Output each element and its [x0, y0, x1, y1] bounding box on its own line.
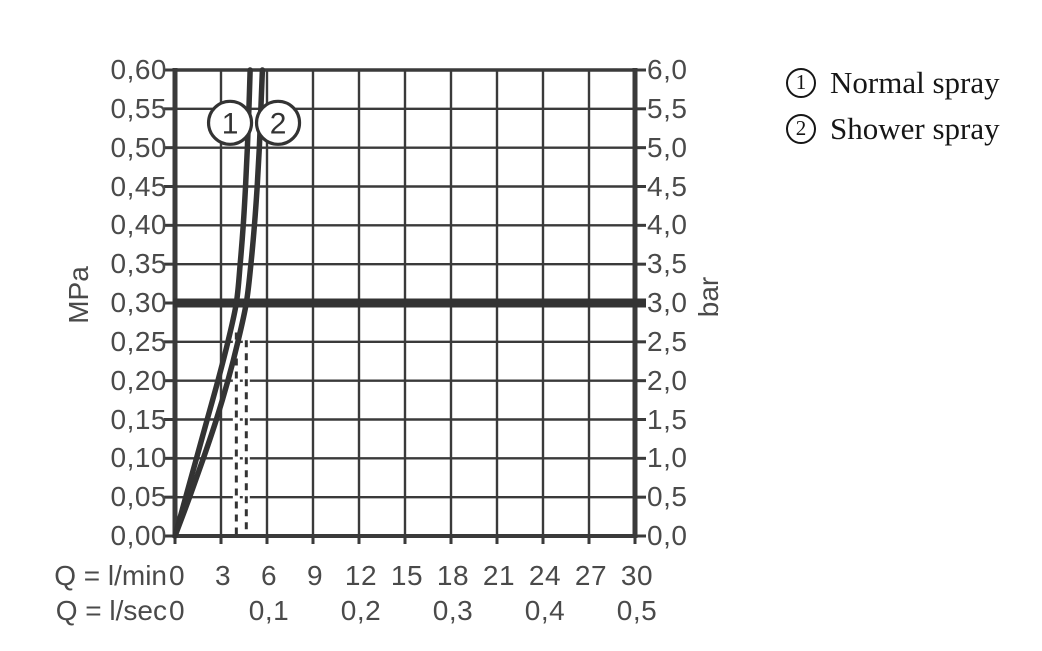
- y-right-tick-label: 5,5: [647, 92, 688, 124]
- x-axis-lmin-label: Q = l/min: [54, 560, 167, 591]
- y-right-tick-label: 1,5: [647, 403, 688, 435]
- x-lsec-tick-label: 0,5: [616, 595, 658, 626]
- legend-item-shower-spray: 2 Shower spray: [786, 113, 1000, 144]
- series-marker-circle-shower-spray: [254, 99, 302, 146]
- y-left-tick-label: 0,50: [110, 131, 167, 163]
- curve-normal-spray: [172, 67, 253, 539]
- y-right-tick-label: 3,5: [647, 248, 688, 280]
- y-left-tick-label: 0,40: [110, 209, 167, 241]
- x-axis-lsec-label: Q = l/sec: [55, 595, 167, 626]
- x-lsec-tick-label: 0,4: [524, 595, 566, 626]
- y-right-tick-label: 2,5: [647, 325, 688, 357]
- y-right-tick-label: 0,5: [647, 481, 688, 513]
- x-lsec-tick-label: 0,2: [340, 595, 382, 626]
- y-left-tick-label: 0,00: [110, 520, 167, 551]
- legend-label-shower-spray: Shower spray: [830, 111, 1000, 146]
- y-left-tick-label: 0,10: [110, 442, 167, 474]
- x-lmin-tick-label: 15: [390, 560, 424, 591]
- y-right-tick-label: 3,0: [647, 287, 688, 318]
- x-lsec-tick-label: 0: [168, 595, 186, 626]
- y-left-tick-label: 0,05: [110, 481, 167, 513]
- x-lmin-tick-label: 24: [528, 560, 562, 591]
- x-lsec-tick-label: 0,3: [432, 595, 474, 626]
- y-right-tick-label: 6,0: [647, 54, 688, 85]
- y-left-axis-unit: MPa: [63, 266, 94, 324]
- y-right-tick-label: 4,5: [647, 170, 688, 202]
- y-right-tick-label: 0,0: [647, 520, 688, 551]
- legend-circled-2-icon: 2: [786, 113, 816, 144]
- y-left-tick-label: 0,15: [110, 403, 167, 435]
- y-left-tick-label: 0,55: [110, 92, 167, 124]
- x-lmin-tick-label: 6: [260, 560, 278, 591]
- x-lmin-tick-label: 27: [574, 560, 608, 591]
- y-right-tick-label: 2,0: [647, 364, 688, 396]
- y-right-tick-label: 4,0: [647, 209, 688, 241]
- y-left-tick-label: 0,60: [110, 54, 167, 85]
- x-lsec-tick-label: 0,1: [248, 595, 290, 626]
- y-right-axis-unit: bar: [693, 276, 724, 318]
- curve-shower-spray: [172, 67, 266, 539]
- y-left-tick-label: 0,35: [110, 248, 167, 280]
- x-lmin-tick-label: 21: [482, 560, 516, 591]
- series-marker-label-normal-spray: 1: [222, 108, 239, 141]
- x-lmin-tick-label: 9: [306, 560, 324, 591]
- y-left-tick-label: 0,20: [110, 364, 167, 396]
- legend-circled-1-icon: 1: [786, 67, 816, 98]
- x-lmin-tick-label: 0: [168, 560, 186, 591]
- y-right-tick-label: 5,0: [647, 131, 688, 163]
- y-right-tick-label: 1,0: [647, 442, 688, 474]
- y-left-tick-label: 0,45: [110, 170, 167, 202]
- series-marker-label-shower-spray: 2: [270, 108, 287, 141]
- legend-item-normal-spray: 1 Normal spray: [786, 67, 1000, 98]
- legend-label-normal-spray: Normal spray: [830, 65, 1000, 100]
- x-lmin-tick-label: 3: [214, 560, 232, 591]
- x-lmin-tick-label: 30: [620, 560, 654, 591]
- y-left-tick-label: 0,25: [110, 325, 167, 357]
- y-left-tick-label: 0,30: [110, 287, 167, 318]
- x-lmin-tick-label: 18: [436, 560, 470, 591]
- x-lmin-tick-label: 12: [344, 560, 378, 591]
- series-marker-circle-normal-spray: [206, 99, 254, 146]
